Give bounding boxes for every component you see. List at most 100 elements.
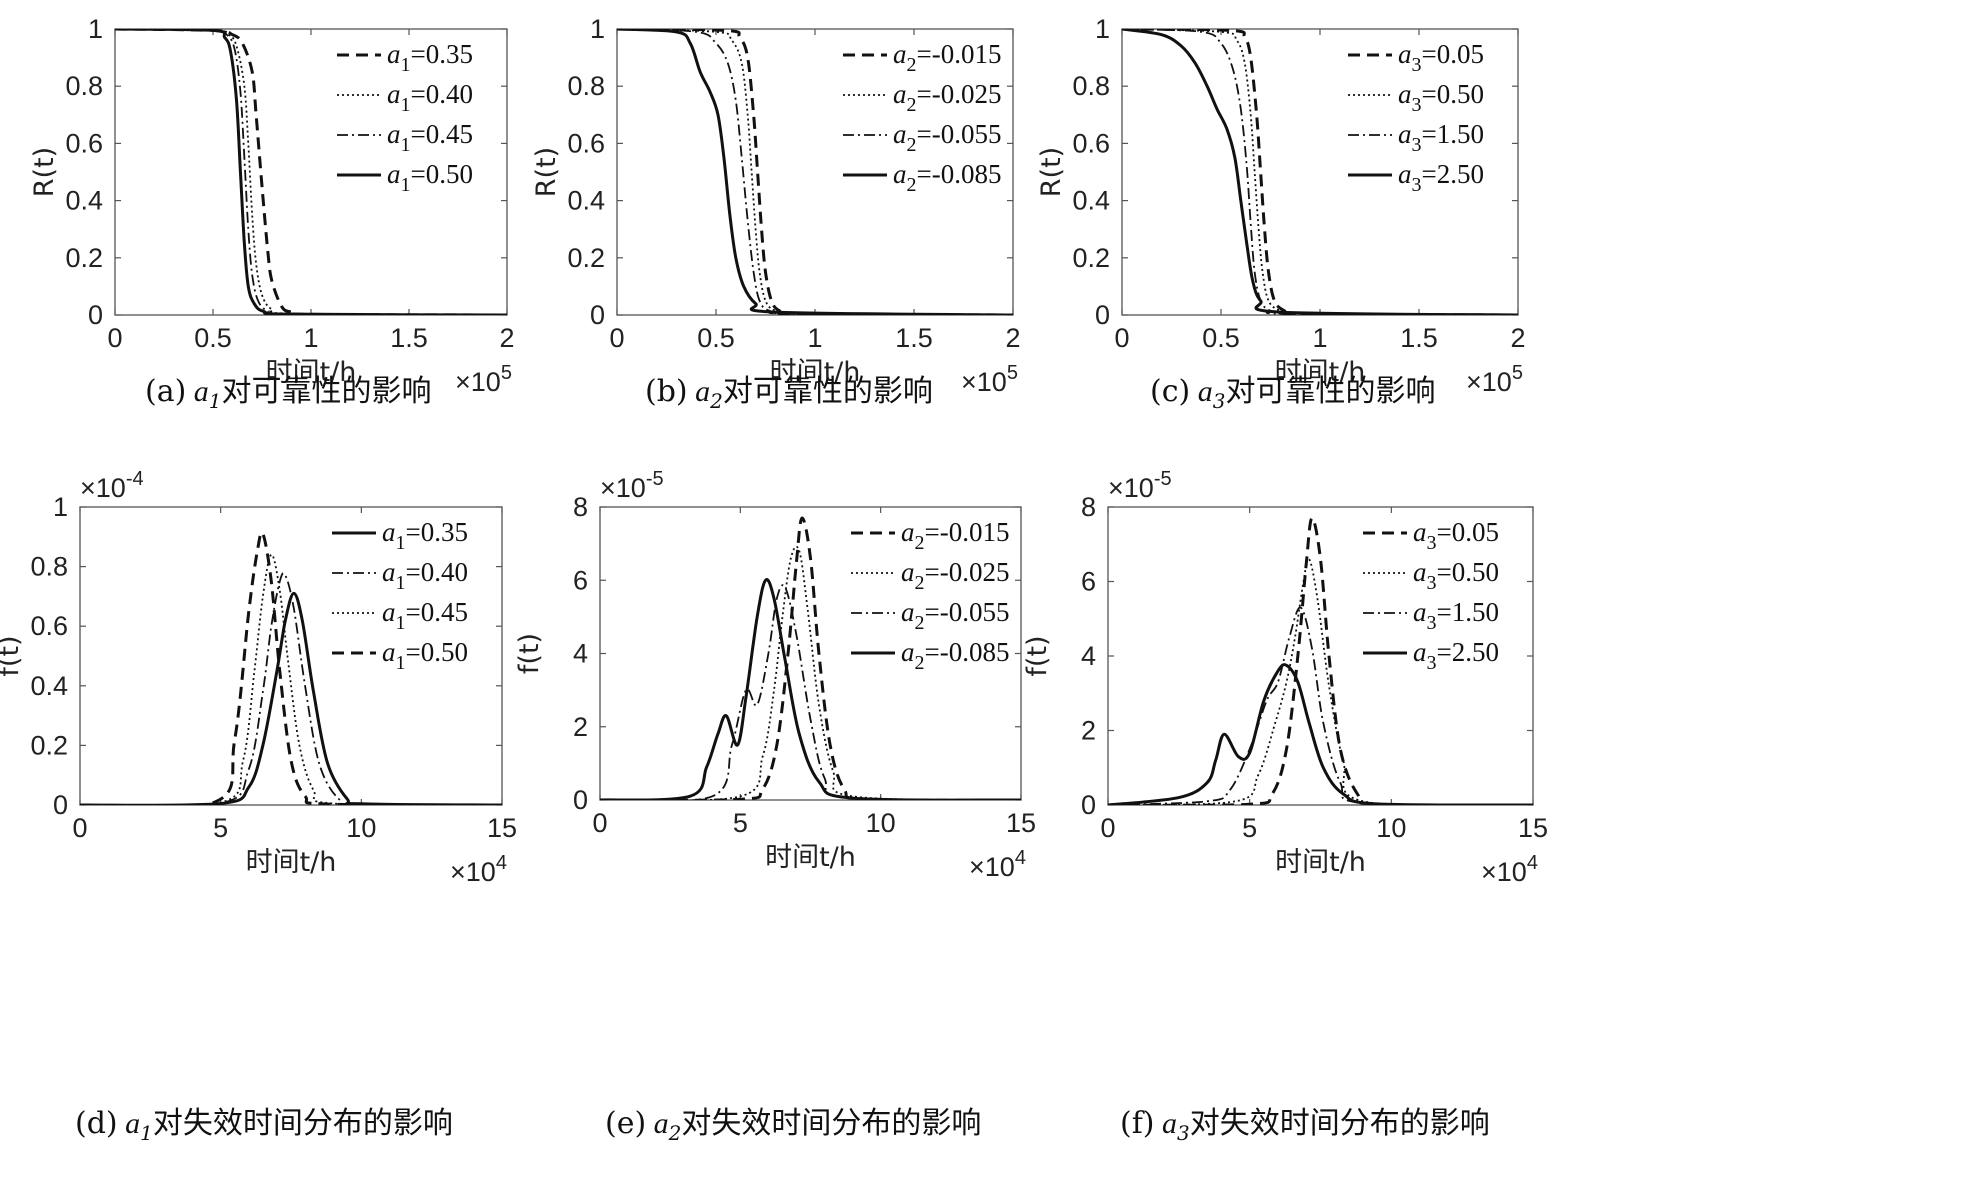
legend-entry: a1=0.45 [382, 597, 468, 634]
y-tick-label: 8 [573, 492, 588, 522]
legend-entry: a1=0.40 [387, 79, 473, 116]
legend-entry: a2=-0.085 [893, 159, 1001, 196]
y-tick-label: 1 [590, 14, 605, 44]
series-line-1 [115, 29, 507, 315]
y-tick-label: 0 [573, 785, 588, 815]
panel-caption: (a) a1对可靠性的影响 [145, 366, 432, 413]
x-tick-label: 1 [1312, 323, 1327, 353]
caption-param: a [646, 1107, 669, 1140]
x-tick-label: 1.5 [390, 323, 428, 353]
series-line-4 [80, 531, 502, 805]
caption-sub: 3 [1212, 389, 1226, 413]
y-axis-label: f(t) [1022, 635, 1053, 676]
x-tick-label: 1 [807, 323, 822, 353]
panel-caption: (f) a3对失效时间分布的影响 [1120, 1098, 1490, 1145]
panel-caption: (b) a2对可靠性的影响 [645, 366, 933, 413]
series-line-4 [1108, 663, 1533, 805]
series-line-3 [1108, 606, 1533, 805]
x-tick-label: 1.5 [895, 323, 933, 353]
caption-text: 对失效时间分布的影响 [152, 1106, 453, 1141]
legend-entry: a1=0.50 [387, 159, 473, 196]
y-exponent: ×10-4 [80, 468, 144, 503]
x-tick-label: 2 [1005, 323, 1020, 353]
caption-prefix: (e) [605, 1106, 647, 1141]
caption-text: 对可靠性的影响 [1225, 374, 1436, 409]
y-tick-label: 0.4 [65, 186, 103, 216]
x-axis-label: 时间t/h [246, 847, 337, 878]
x-tick-label: 2 [1510, 323, 1525, 353]
series-line-1 [80, 591, 502, 805]
legend-entry: a1=0.35 [387, 39, 473, 76]
series-line-3 [617, 29, 1013, 315]
legend-entry: a2=-0.025 [901, 557, 1009, 594]
caption-sub: 1 [140, 1121, 153, 1145]
series-line-4 [600, 578, 1021, 800]
panel-caption: (c) a3对可靠性的影响 [1150, 366, 1435, 413]
legend-entry: a2=-0.015 [901, 517, 1009, 554]
legend-entry: a2=-0.085 [901, 637, 1009, 674]
caption-text: 对失效时间分布的影响 [681, 1106, 982, 1141]
x-tick-label: 15 [487, 813, 517, 843]
y-axis-label: R(t) [29, 147, 60, 197]
legend-entry: a2=-0.055 [893, 119, 1001, 156]
chart-svg-c: 0 0.5 1 1.5 2 0 0.2 0.4 0.6 0.8 1 时间t/h R(t) ×105 a3=0… [1036, 14, 1526, 397]
legend-entry: a3=1.50 [1413, 597, 1499, 634]
x-tick-label: 10 [1376, 813, 1406, 843]
x-tick-label: 0.5 [697, 323, 735, 353]
chart-svg-f: 0 5 10 15 0 2 4 6 8 时间t/h f(t) ×104 ×10-5 a3=0.05a3=0… [1022, 468, 1548, 887]
chart-svg-a: 0 0.5 1 1.5 2 0 0.2 0.4 0.6 0.8 1 时间t/h R(t) ×105 a1=0… [29, 14, 515, 397]
caption-sub: 1 [208, 389, 222, 413]
caption-prefix: (a) [145, 374, 187, 409]
x-exponent: ×104 [969, 847, 1026, 882]
caption-text: 对可靠性的影响 [221, 374, 432, 409]
x-tick-label: 0 [592, 808, 607, 838]
caption-text: 对可靠性的影响 [722, 374, 933, 409]
x-axis-label: 时间t/h [266, 357, 357, 388]
y-axis-label: f(t) [0, 635, 25, 676]
caption-sub: 2 [710, 389, 723, 413]
x-tick-label: 15 [1518, 813, 1548, 843]
x-axis-label: 时间t/h [1275, 847, 1366, 878]
y-tick-label: 0.8 [567, 71, 605, 101]
y-tick-label: 0.8 [65, 71, 103, 101]
x-tick-label: 1.5 [1400, 323, 1438, 353]
y-tick-label: 0 [1081, 790, 1096, 820]
panel-b: 0 0.5 1 1.5 2 0 0.2 0.4 0.6 0.8 1 时间t/h R(t) ×105 a2=-… [531, 0, 1312, 592]
legend-entry: a3=0.50 [1398, 79, 1484, 116]
series-line-3 [80, 553, 502, 805]
y-tick-label: 4 [1081, 641, 1096, 671]
y-tick-label: 0.4 [1072, 186, 1110, 216]
y-tick-label: 0.6 [30, 611, 68, 641]
y-exponent: ×10-5 [1108, 468, 1172, 503]
y-tick-label: 1 [1095, 14, 1110, 44]
series-line-1 [600, 516, 1021, 800]
y-tick-label: 0.8 [1072, 71, 1110, 101]
y-tick-label: 0.6 [1072, 128, 1110, 158]
caption-prefix: (c) [1150, 374, 1191, 409]
caption-param: a [117, 1107, 141, 1140]
x-tick-label: 5 [1242, 813, 1257, 843]
y-tick-label: 6 [1081, 567, 1096, 597]
y-tick-label: 8 [1081, 492, 1096, 522]
series-line-4 [617, 29, 1013, 315]
chart-svg-d: 0 5 10 15 0 0.2 0.4 0.6 0.8 1 时间t/h f(t) ×104 ×10-4 a1… [0, 468, 517, 887]
caption-prefix: (b) [645, 374, 688, 409]
series-line-1 [1122, 29, 1518, 315]
y-tick-label: 0.8 [30, 552, 68, 582]
caption-prefix: (d) [75, 1106, 118, 1141]
legend-entry: a3=2.50 [1398, 159, 1484, 196]
y-tick-label: 0.4 [567, 186, 605, 216]
x-tick-label: 1 [303, 323, 318, 353]
x-exponent: ×104 [450, 852, 507, 887]
caption-param: a [1154, 1107, 1178, 1140]
panel-a: 0 0.5 1 1.5 2 0 0.2 0.4 0.6 0.8 1 时间t/h R(t) ×105 a1=0… [0, 0, 656, 592]
x-axis-label: 时间t/h [770, 357, 861, 388]
y-tick-label: 0.6 [65, 128, 103, 158]
series-line-4 [115, 29, 507, 315]
x-axis-label: 时间t/h [1275, 357, 1366, 388]
panel-e: 0 5 10 15 0 2 4 6 8 时间t/h f(t) ×104 ×10-5 a2=-0.015 a2… [514, 468, 1312, 1185]
y-tick-label: 0 [53, 790, 68, 820]
y-axis-label: f(t) [514, 633, 545, 674]
caption-prefix: (f) [1120, 1106, 1155, 1141]
x-tick-label: 10 [866, 808, 896, 838]
